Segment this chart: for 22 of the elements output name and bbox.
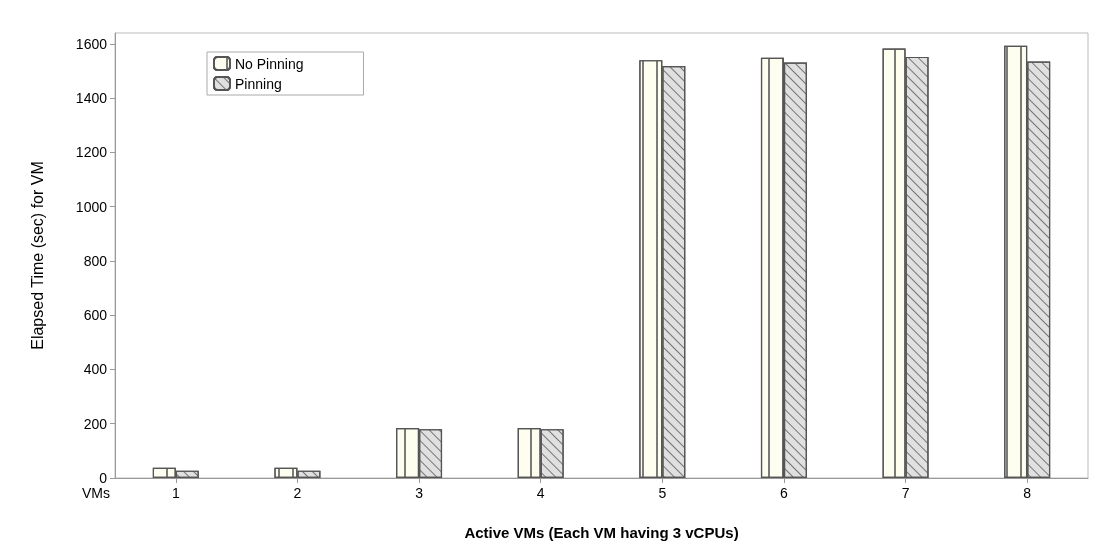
y-tick-label: 400 <box>83 361 108 378</box>
legend-label: Pinning <box>235 75 282 92</box>
x-tick-label: 7 <box>901 485 910 501</box>
x-axis-title: Active VMs (Each VM having 3 vCPUs) <box>464 524 739 541</box>
y-tick-label: 600 <box>83 307 108 324</box>
x-tick-label: 4 <box>536 485 545 501</box>
y-tick-label: 0 <box>99 470 108 486</box>
text: VMs <box>82 485 110 501</box>
y-tick-label: 200 <box>83 415 108 432</box>
y-tick-label: 1400 <box>75 90 108 107</box>
y-tick-label: 1200 <box>75 144 108 161</box>
x-tick-label: 5 <box>658 485 667 501</box>
y-axis-title: Elapsed Time (sec) for VM <box>28 161 46 350</box>
x-tick-label: 1 <box>171 485 180 501</box>
y-tick-label: 1000 <box>75 198 108 215</box>
y-tick-label: 800 <box>83 252 108 269</box>
x-tick-label: 2 <box>293 485 302 501</box>
legend-label: No Pinning <box>235 55 304 72</box>
x-tick-label: 3 <box>415 485 424 501</box>
y-tick-label: 1600 <box>75 35 108 52</box>
x-tick-label: 8 <box>1023 485 1032 501</box>
x-tick-label: 6 <box>780 485 789 501</box>
